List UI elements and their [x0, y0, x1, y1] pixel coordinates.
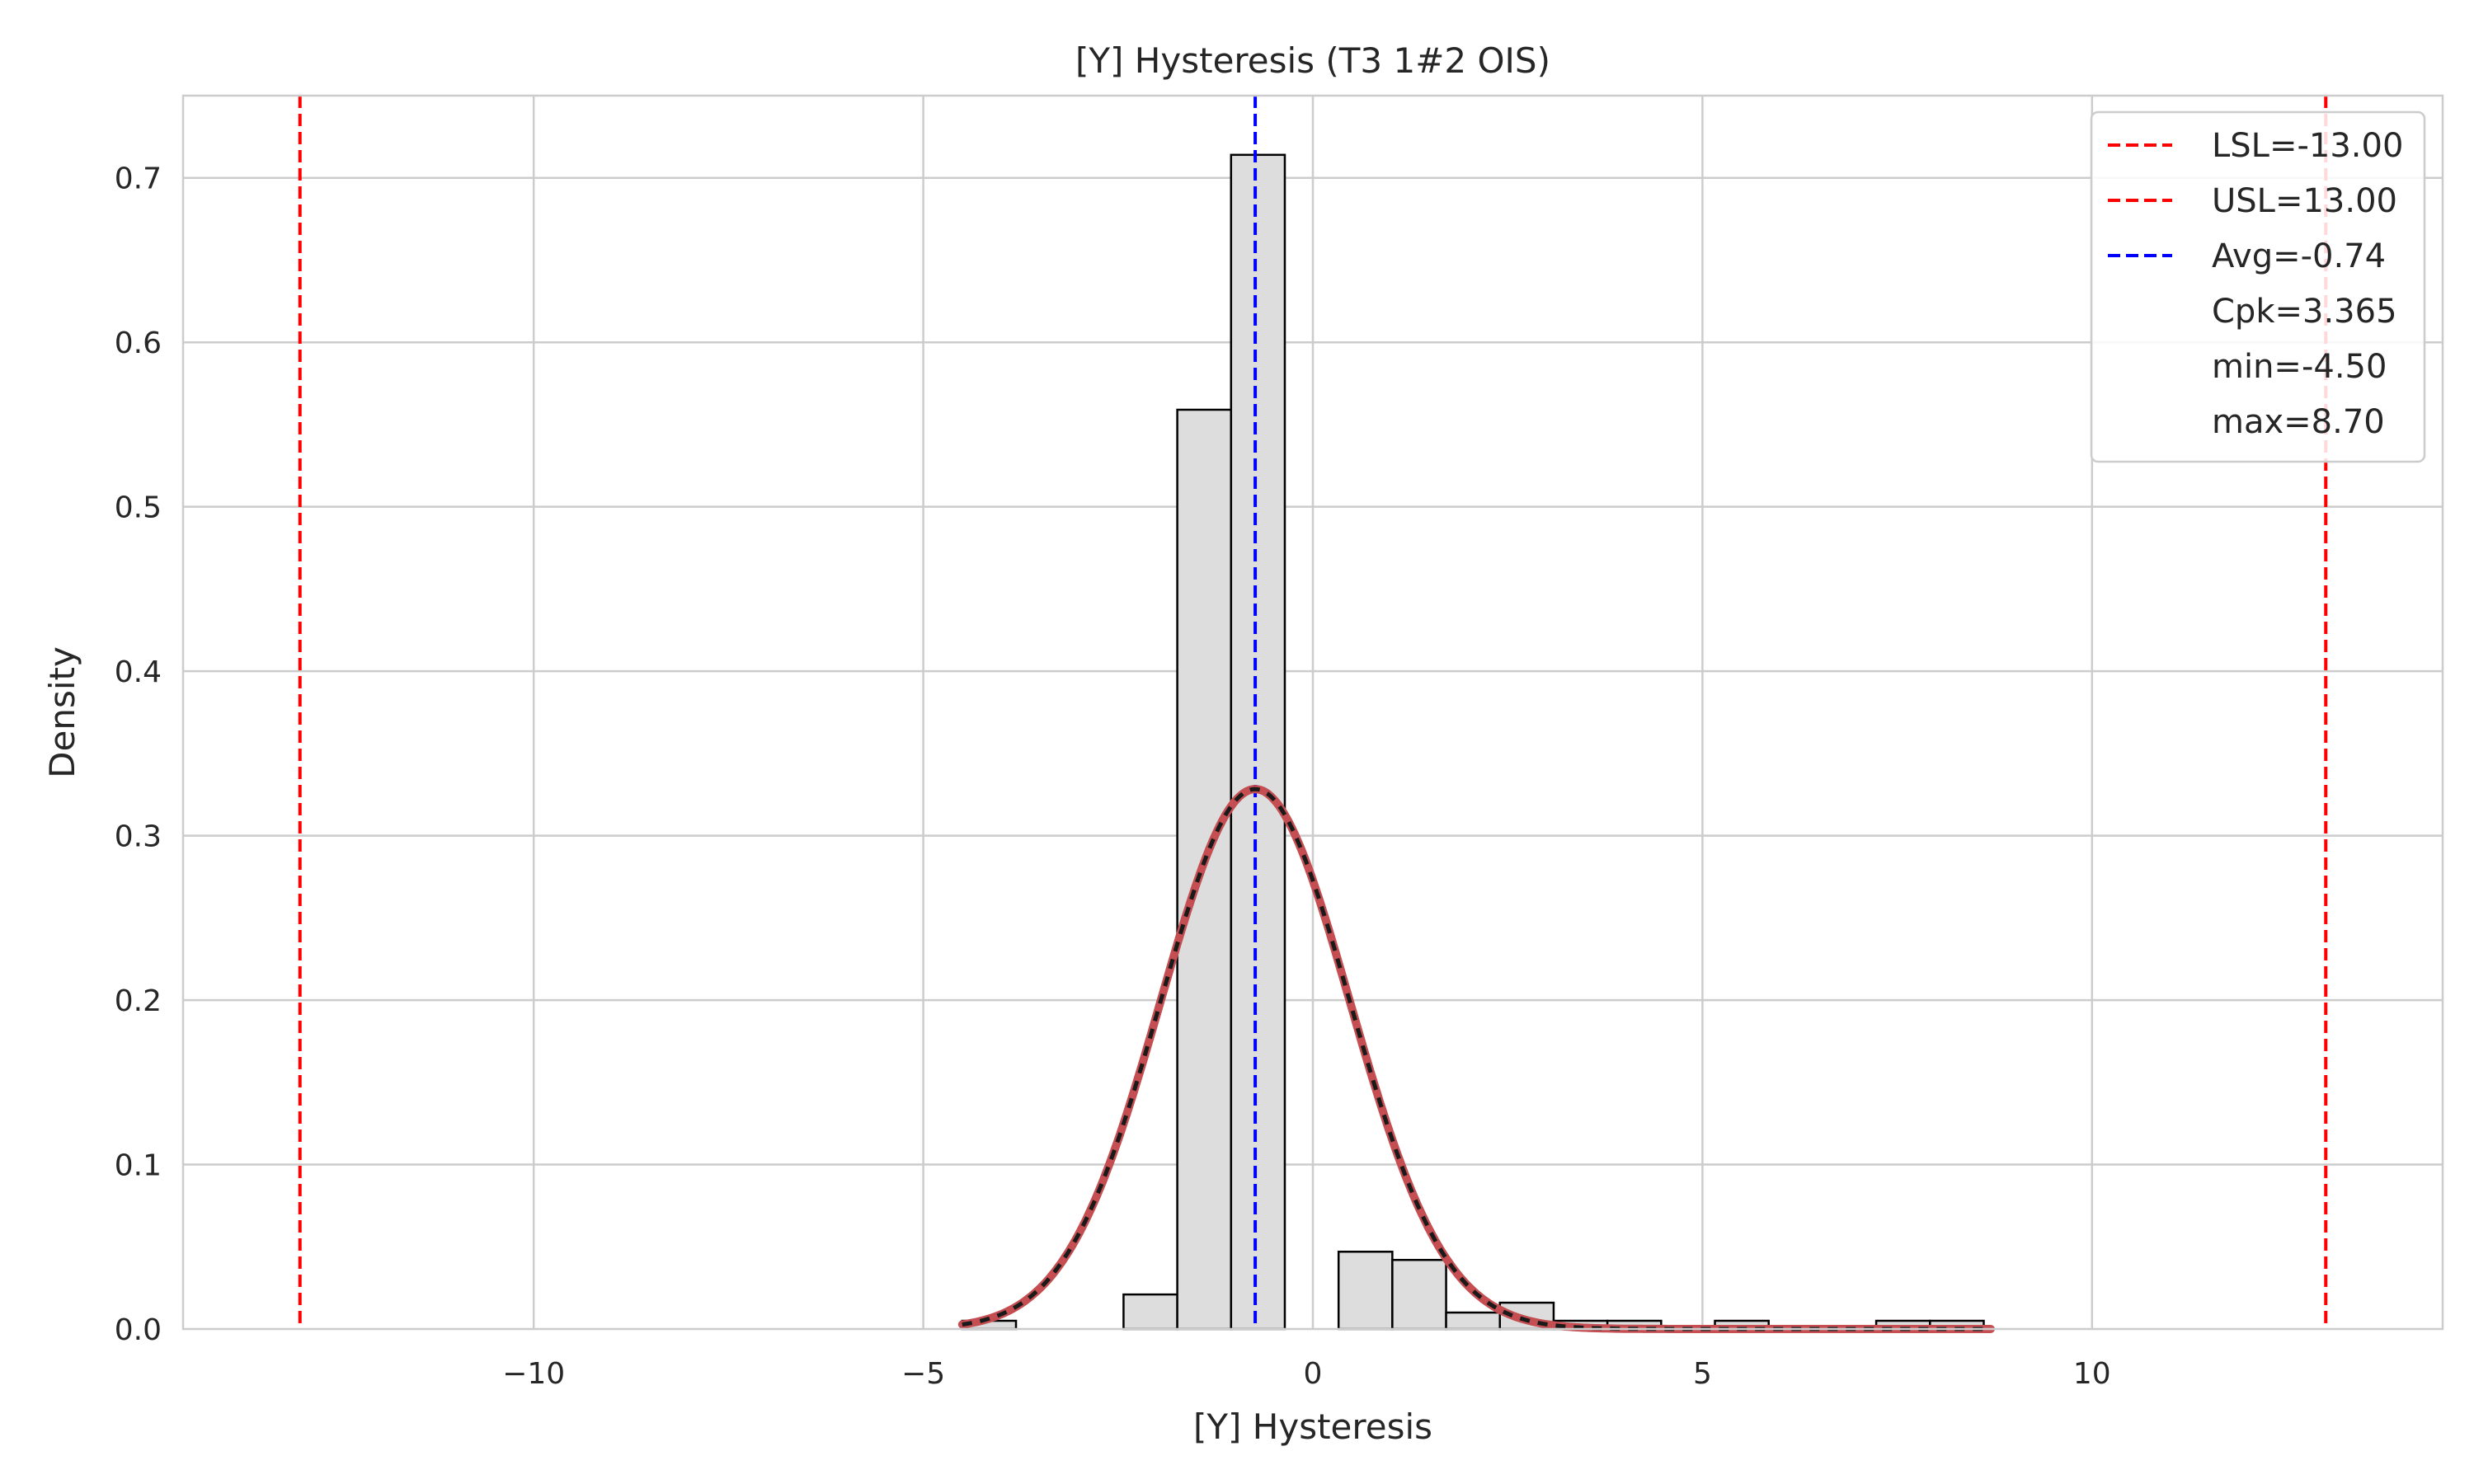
y-tick-label-2: 0.2 [115, 984, 162, 1018]
y-tick-label-6: 0.6 [115, 326, 162, 360]
x-tick-label-2: 0 [1304, 1357, 1323, 1391]
x-tick-label-0: −10 [502, 1357, 565, 1391]
y-tick-label-1: 0.1 [115, 1149, 162, 1183]
plot-frame [181, 94, 2444, 1331]
y-tick-label-0: 0.0 [115, 1313, 162, 1347]
x-axis-label: [Y] Hysteresis [1193, 1407, 1432, 1447]
y-tick-label-7: 0.7 [115, 162, 162, 196]
x-tick-label-1: −5 [901, 1357, 945, 1391]
grid-lines [183, 96, 2443, 1329]
legend-stat-0: Cpk=3.365 [2212, 293, 2397, 331]
y-tick-label-4: 0.4 [115, 655, 162, 689]
y-tick-label-5: 0.5 [115, 491, 162, 525]
histogram-bars [961, 153, 1985, 1331]
legend-label-2: Avg=-0.74 [2212, 237, 2386, 275]
histogram-bar-3 [1122, 1293, 1178, 1331]
x-axis-ticks: −10 −5 0 5 10 [502, 1357, 2111, 1391]
histogram-bar-9 [1445, 1311, 1502, 1331]
histogram-bar-8 [1391, 1258, 1447, 1331]
x-tick-label-4: 10 [2073, 1357, 2111, 1391]
legend-label-1: USL=13.00 [2212, 182, 2397, 220]
y-tick-label-3: 0.3 [115, 820, 162, 854]
legend-label-0: LSL=-13.00 [2212, 127, 2403, 165]
legend-box [2090, 110, 2426, 463]
chart-title: [Y] Hysteresis (T3 1#2 OIS) [1075, 40, 1550, 81]
legend-stat-2: max=8.70 [2212, 403, 2385, 441]
histogram-bar-5 [1230, 153, 1286, 1331]
x-tick-label-3: 5 [1693, 1357, 1712, 1391]
legend-stat-1: min=-4.50 [2212, 348, 2387, 386]
histogram-bar-7 [1337, 1251, 1394, 1331]
y-axis-label: Density [42, 646, 82, 778]
y-axis-ticks: 0.0 0.1 0.2 0.3 0.4 0.5 0.6 0.7 [115, 162, 162, 1347]
legend: LSL=-13.00 USL=13.00 Avg=-0.74 Cpk=3.365 min… [2090, 110, 2426, 463]
